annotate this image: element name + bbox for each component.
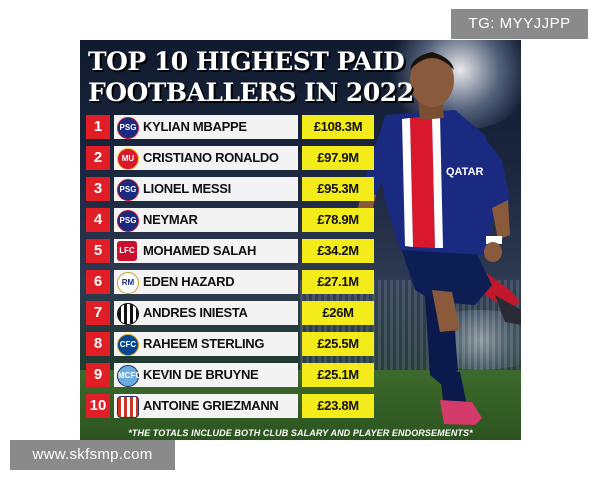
player-name: ANTOINE GRIEZMANN: [143, 398, 279, 413]
title-line-2: FOOTBALLERS IN 2022: [88, 78, 414, 107]
man-city-crest-icon: MCFC: [117, 365, 141, 387]
ranking-row: 9 MCFC KEVIN DE BRUYNE £25.1M: [86, 363, 378, 387]
ranking-row: 1 PSG KYLIAN MBAPPE £108.3M: [86, 115, 378, 139]
earnings-amount: £25.5M: [302, 332, 374, 356]
earnings-amount: £23.8M: [302, 394, 374, 418]
man-united-crest-icon: MU: [117, 148, 139, 170]
telegram-watermark: TG: MYYJJPP: [451, 9, 588, 39]
player-name: NEYMAR: [143, 212, 198, 227]
player-name-bar: ANTOINE GRIEZMANN: [114, 394, 298, 418]
chelsea-crest-icon: CFC: [117, 334, 139, 356]
vissel-kobe-crest-icon: [117, 303, 139, 325]
footballer-figure: QATAR: [356, 52, 521, 425]
player-name-bar: CFC RAHEEM STERLING: [114, 332, 298, 356]
ranking-row: 6 RM EDEN HAZARD £27.1M: [86, 270, 378, 294]
player-name: KEVIN DE BRUYNE: [143, 367, 259, 382]
rank-number: 10: [86, 394, 110, 418]
earnings-amount: £34.2M: [302, 239, 374, 263]
psg-crest-icon: PSG: [117, 179, 139, 201]
player-name-bar: LFC MOHAMED SALAH: [114, 239, 298, 263]
rank-number: 3: [86, 177, 110, 201]
ranking-row: 4 PSG NEYMAR £78.9M: [86, 208, 378, 232]
player-name-bar: PSG NEYMAR: [114, 208, 298, 232]
player-name: ANDRES INIESTA: [143, 305, 248, 320]
rank-number: 7: [86, 301, 110, 325]
player-name: LIONEL MESSI: [143, 181, 231, 196]
liverpool-crest-icon: LFC: [117, 241, 137, 261]
player-name: MOHAMED SALAH: [143, 243, 257, 258]
player-name-bar: RM EDEN HAZARD: [114, 270, 298, 294]
rank-number: 6: [86, 270, 110, 294]
website-watermark: www.skfsmp.com: [10, 440, 175, 470]
ranking-row: 10 ANTOINE GRIEZMANN £23.8M: [86, 394, 378, 418]
player-name: CRISTIANO RONALDO: [143, 150, 279, 165]
player-name: RAHEEM STERLING: [143, 336, 265, 351]
ranking-row: 7 ANDRES INIESTA £26M: [86, 301, 378, 325]
earnings-amount: £108.3M: [302, 115, 374, 139]
page-title: TOP 10 HIGHEST PAID FOOTBALLERS IN 2022: [88, 46, 414, 108]
psg-crest-icon: PSG: [117, 117, 139, 139]
earnings-amount: £95.3M: [302, 177, 374, 201]
earnings-amount: £27.1M: [302, 270, 374, 294]
title-line-1: TOP 10 HIGHEST PAID: [88, 47, 405, 76]
ranking-row: 8 CFC RAHEEM STERLING £25.5M: [86, 332, 378, 356]
earnings-amount: £97.9M: [302, 146, 374, 170]
rank-number: 8: [86, 332, 110, 356]
player-name-bar: MU CRISTIANO RONALDO: [114, 146, 298, 170]
player-name-bar: PSG LIONEL MESSI: [114, 177, 298, 201]
infographic-poster: QATAR TOP 10 HIGHEST PAID FOOTBALLERS IN…: [80, 40, 521, 440]
svg-text:QATAR: QATAR: [446, 166, 484, 178]
ranking-row: 5 LFC MOHAMED SALAH £34.2M: [86, 239, 378, 263]
ranking-row: 3 PSG LIONEL MESSI £95.3M: [86, 177, 378, 201]
rank-number: 1: [86, 115, 110, 139]
earnings-amount: £25.1M: [302, 363, 374, 387]
player-name-bar: ANDRES INIESTA: [114, 301, 298, 325]
real-madrid-crest-icon: RM: [117, 272, 139, 294]
rank-number: 4: [86, 208, 110, 232]
earnings-amount: £78.9M: [302, 208, 374, 232]
player-name-bar: PSG KYLIAN MBAPPE: [114, 115, 298, 139]
atletico-madrid-crest-icon: [117, 396, 139, 418]
player-name: EDEN HAZARD: [143, 274, 235, 289]
player-name: KYLIAN MBAPPE: [143, 119, 247, 134]
player-name-bar: MCFC KEVIN DE BRUYNE: [114, 363, 298, 387]
rank-number: 9: [86, 363, 110, 387]
rank-number: 5: [86, 239, 110, 263]
footnote: *THE TOTALS INCLUDE BOTH CLUB SALARY AND…: [128, 428, 473, 438]
psg-crest-icon: PSG: [117, 210, 139, 232]
ranking-row: 2 MU CRISTIANO RONALDO £97.9M: [86, 146, 378, 170]
earnings-amount: £26M: [302, 301, 374, 325]
rank-number: 2: [86, 146, 110, 170]
